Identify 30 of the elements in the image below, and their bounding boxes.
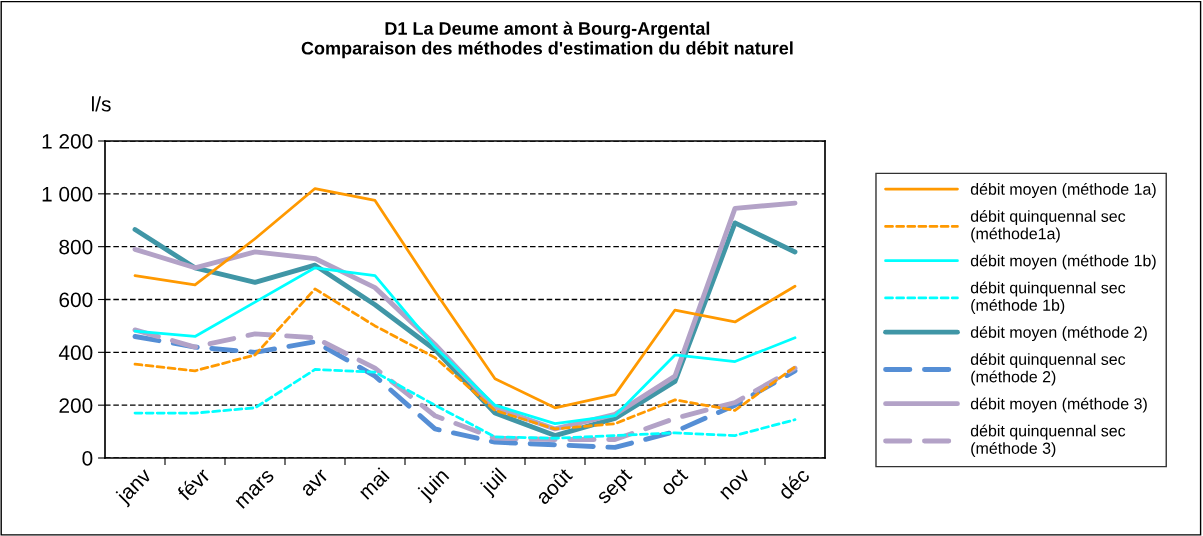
line-series <box>133 287 797 431</box>
y-axis-title: l/s <box>92 96 111 112</box>
legend-label: débit moyen (méthode 3) <box>970 397 1147 413</box>
legend-label: débit moyen (méthode 2) <box>970 325 1147 342</box>
x-tick-label: oct <box>660 467 689 497</box>
y-tick-label: 400 <box>58 345 93 361</box>
x-tick-label: sept <box>595 467 636 508</box>
legend-label: débit quinquennal sec (méthode 2) <box>970 353 1126 386</box>
legend-label: débit quinquennal sec (méthode1a) <box>970 209 1126 243</box>
y-tick-label: 1 200 <box>42 134 93 149</box>
x-tick-label: juin <box>416 467 453 504</box>
x-tick-label: mai <box>357 467 390 500</box>
x-tick-label: déc <box>776 466 811 501</box>
y-tick-label: 0 <box>82 451 93 466</box>
y-tick-label: 200 <box>59 398 93 413</box>
x-tick-label: août <box>534 466 574 506</box>
y-tick-label: 600 <box>59 292 93 308</box>
x-tick-label: nov <box>719 469 751 500</box>
legend-label: débit moyen (méthode 1a) <box>970 182 1156 198</box>
legend-label: débit quinquennal sec (méthode 3) <box>970 424 1126 458</box>
y-tick-label: 800 <box>59 239 93 255</box>
line-series <box>133 368 797 440</box>
chart-title: D1 La Deume amont à Bourg-Argental Comparaison des méthodes d'estimation du débit naturel <box>301 21 793 59</box>
y-tick-label: 1 000 <box>42 186 93 202</box>
legend-label: débit quinquennal sec (méthode 1b) <box>970 281 1126 314</box>
x-tick-label: juil <box>478 467 510 499</box>
line-series <box>133 266 797 426</box>
x-tick-label: avr <box>301 469 329 497</box>
x-tick-label: févr <box>175 466 211 502</box>
legend-label: débit moyen (méthode 1b) <box>970 254 1156 270</box>
